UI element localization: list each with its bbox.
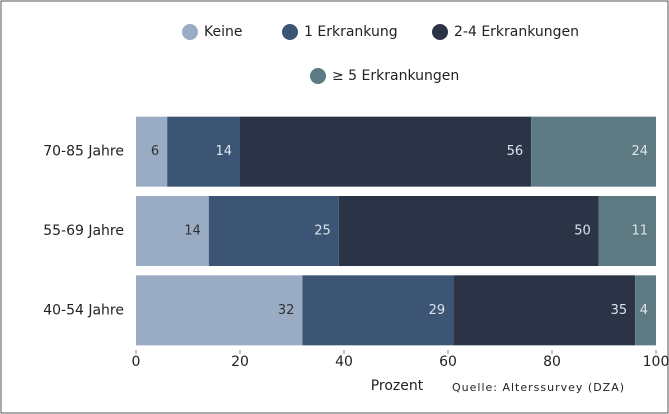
data-label: 14 xyxy=(215,144,232,159)
bar-segment xyxy=(302,275,454,346)
data-label: 29 xyxy=(429,303,446,318)
data-label: 14 xyxy=(184,224,201,239)
data-label: 6 xyxy=(151,144,159,159)
x-tick-label: 60 xyxy=(439,354,457,370)
source: Quelle: Alterssurvey (DZA) xyxy=(452,381,625,394)
y-tick-label: 70-85 Jahre xyxy=(43,144,124,160)
y-tick-label: 40-54 Jahre xyxy=(43,302,124,318)
x-tick-label: 20 xyxy=(231,354,249,370)
data-label: 24 xyxy=(631,144,648,159)
data-label: 4 xyxy=(640,303,648,318)
data-label: 56 xyxy=(507,144,524,159)
x-axis-label: Prozent xyxy=(371,378,424,394)
bar-segment xyxy=(136,275,303,346)
legend-label: ≥ 5 Erkrankungen xyxy=(332,68,459,84)
bar-segment xyxy=(453,275,636,346)
bar-segment xyxy=(635,275,656,346)
y-tick-label: 55-69 Jahre xyxy=(43,223,124,239)
legend-swatch xyxy=(310,68,326,84)
data-label: 50 xyxy=(574,224,591,239)
bar-segment xyxy=(598,196,656,266)
bar-segment xyxy=(208,196,339,266)
x-tick-label: 80 xyxy=(543,354,561,370)
data-label: 32 xyxy=(278,303,295,318)
bar-segment xyxy=(167,116,240,187)
bar-segment xyxy=(136,196,209,266)
legend-label: 2-4 Erkrankungen xyxy=(454,24,579,40)
data-label: 25 xyxy=(314,224,331,239)
legend-label: 1 Erkrankung xyxy=(304,24,398,40)
bar-segment xyxy=(136,116,168,187)
bar-segment xyxy=(240,116,532,187)
legend-label: Keine xyxy=(204,24,242,40)
bar-segment xyxy=(338,196,599,266)
legend-swatch xyxy=(282,24,298,40)
data-label: 11 xyxy=(631,224,648,239)
x-tick-label: 100 xyxy=(643,354,669,370)
legend-swatch xyxy=(432,24,448,40)
data-label: 35 xyxy=(611,303,628,318)
bar-segment xyxy=(531,116,656,187)
x-tick-label: 0 xyxy=(132,354,141,370)
legend-swatch xyxy=(182,24,198,40)
x-tick-label: 40 xyxy=(335,354,353,370)
